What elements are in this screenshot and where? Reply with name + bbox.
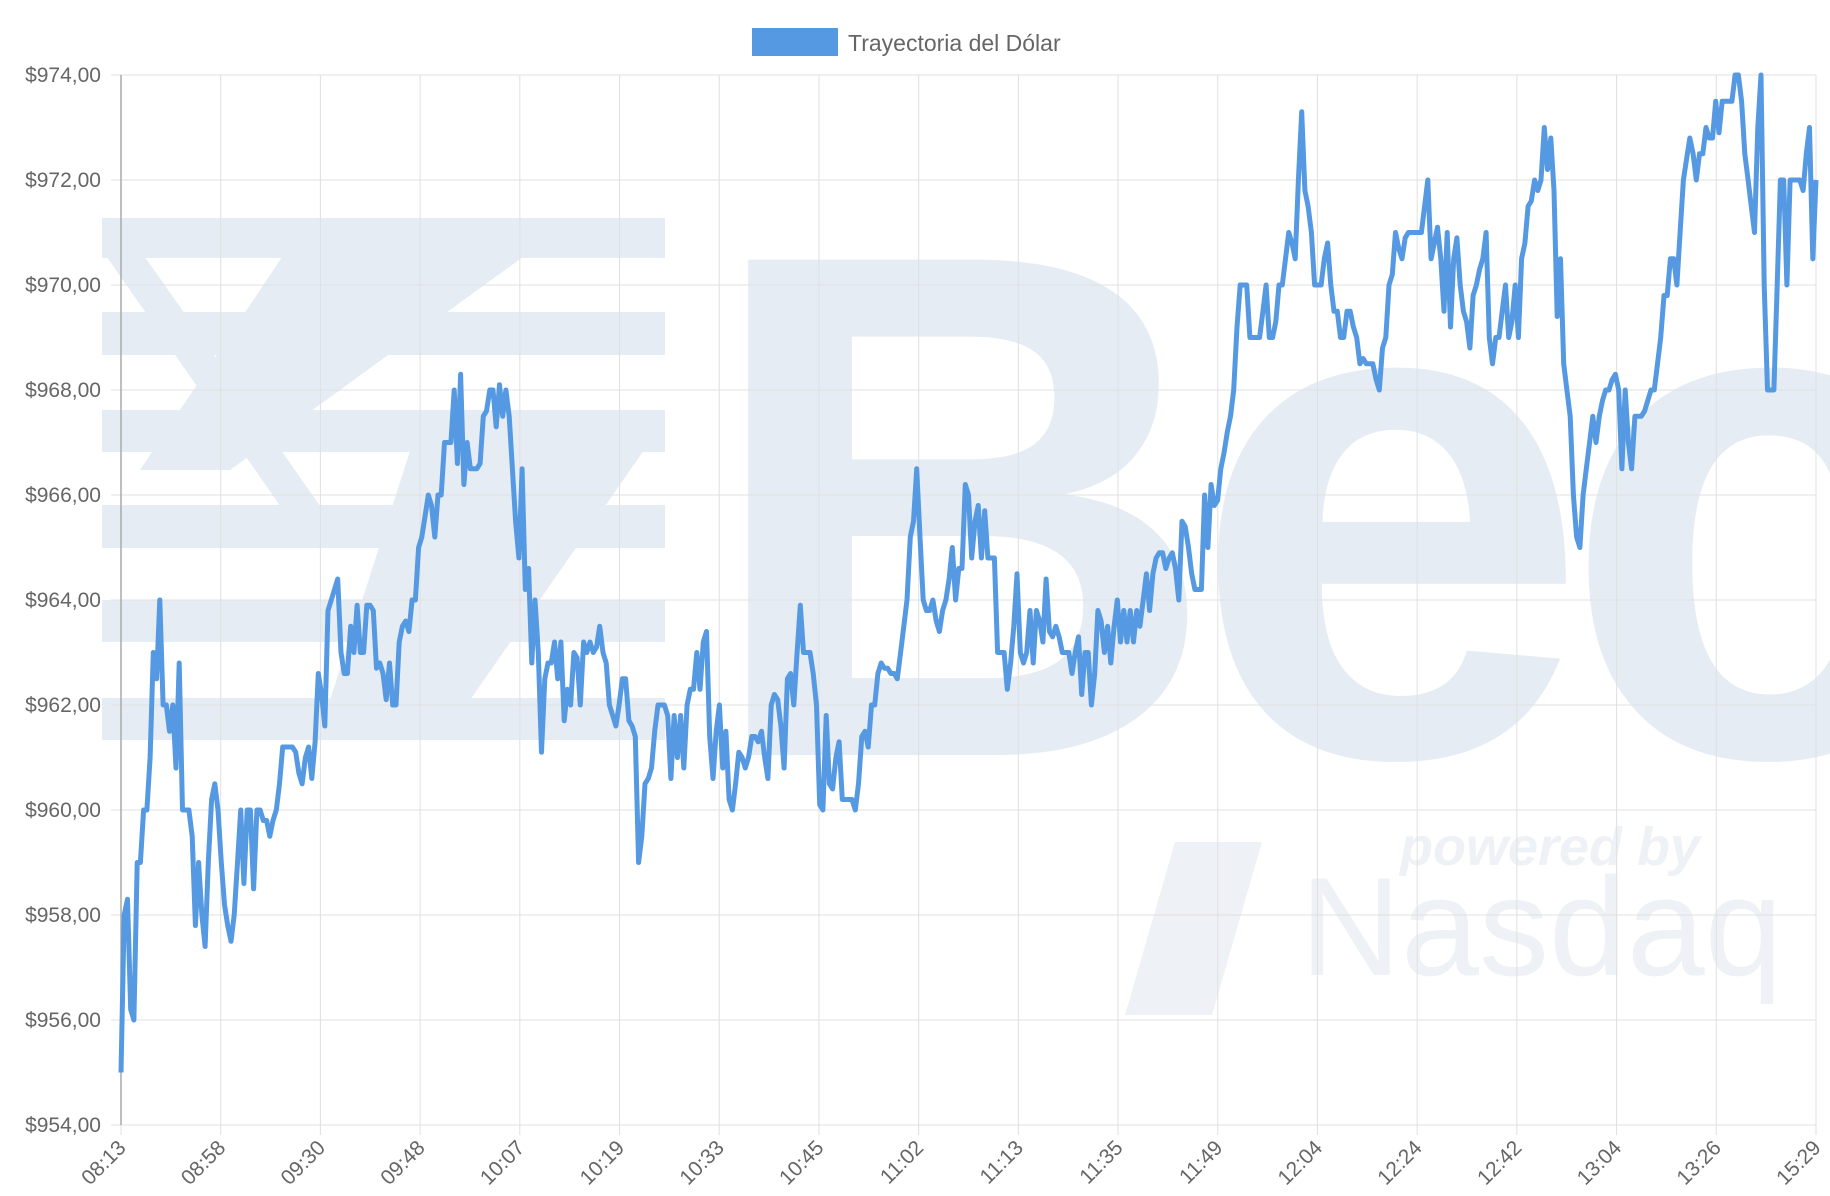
y-tick-label: $962,00 (25, 694, 101, 717)
nasdaq-text: Nasdaq (1300, 848, 1783, 1005)
series-line-trayectoria-del-dolar (118, 72, 1819, 1073)
y-axis-ticks: $954,00 $956,00 $958,00 $960,00 $962,00 $964,… (25, 64, 101, 1137)
bec-logo-stripes-icon (102, 218, 665, 740)
legend-label[interactable]: Trayectoria del Dólar (848, 30, 1061, 56)
y-tick-label: $970,00 (25, 274, 101, 297)
x-tick-label: 15:29 (1772, 1136, 1825, 1189)
x-tick-label: 11:35 (1075, 1136, 1127, 1188)
x-tick-label: 11:02 (876, 1136, 928, 1188)
y-tick-label: $958,00 (25, 904, 101, 927)
x-tick-label: 12:04 (1274, 1136, 1328, 1190)
x-tick-label: 08:13 (77, 1136, 130, 1189)
x-tick-label: 10:45 (775, 1136, 828, 1189)
bec-watermark: Bec powered by Nasdaq (102, 103, 1830, 1015)
y-tick-label: $964,00 (25, 589, 101, 612)
x-tick-label: 10:33 (675, 1136, 728, 1189)
x-tick-label: 08:58 (177, 1136, 230, 1189)
x-tick-label: 12:24 (1373, 1136, 1427, 1190)
x-tick-label: 13:04 (1573, 1136, 1627, 1190)
x-tick-label: 11:49 (1175, 1136, 1227, 1188)
chart-grid (111, 74, 1817, 1135)
y-tick-label: $974,00 (25, 64, 101, 87)
x-tick-label: 11:13 (976, 1136, 1028, 1188)
y-tick-label: $954,00 (25, 1114, 101, 1137)
x-tick-label: 10:07 (476, 1136, 529, 1189)
legend[interactable]: Trayectoria del Dólar (752, 28, 1061, 56)
y-tick-label: $972,00 (25, 169, 101, 192)
x-tick-label: 12:42 (1473, 1136, 1526, 1189)
y-tick-label: $968,00 (25, 379, 101, 402)
powered-by-text: powered by (1398, 817, 1703, 877)
y-tick-label: $960,00 (25, 799, 101, 822)
x-tick-label: 10:19 (576, 1136, 629, 1189)
series-line-group (118, 72, 1819, 1073)
legend-swatch[interactable] (752, 28, 838, 56)
x-tick-label: 09:48 (376, 1136, 429, 1189)
x-tick-label: 13:26 (1672, 1136, 1725, 1189)
x-axis-ticks: 08:13 08:58 09:30 09:48 10:07 10:19 10:33 10:45… (77, 1136, 1825, 1190)
y-tick-label: $956,00 (25, 1009, 101, 1032)
y-tick-label: $966,00 (25, 484, 101, 507)
nasdaq-logo-icon (1125, 842, 1262, 1015)
x-tick-label: 09:30 (277, 1136, 330, 1189)
bec-brand-text: Bec (700, 103, 1830, 908)
